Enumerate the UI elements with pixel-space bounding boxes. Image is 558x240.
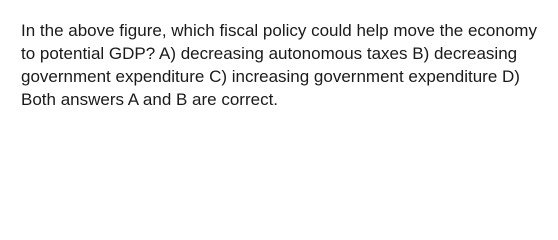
question-text: In the above figure, which fiscal policy… bbox=[21, 21, 537, 109]
question-card: In the above figure, which fiscal policy… bbox=[21, 21, 537, 109]
